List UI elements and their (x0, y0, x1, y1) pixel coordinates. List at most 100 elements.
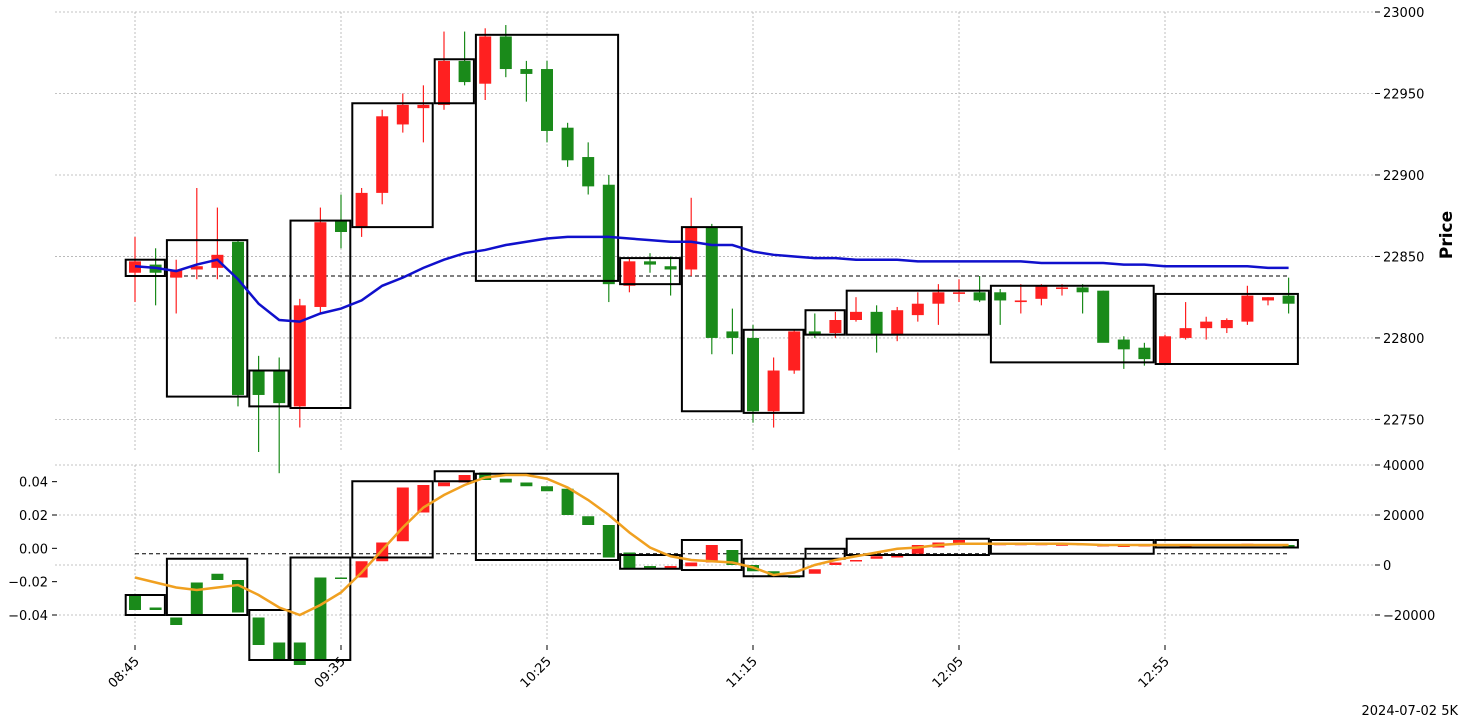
indicator-left-tick-label: 0.00 (19, 542, 48, 557)
indicator-bar (829, 562, 842, 565)
price-panel (124, 25, 1299, 474)
price-range-box (474, 33, 620, 282)
indicator-left-tick-label: 0.04 (19, 476, 48, 491)
candle-body (479, 36, 492, 84)
indicator-range-box (433, 470, 475, 483)
indicator-bar (335, 577, 347, 579)
candle-body (1138, 347, 1151, 360)
indicator-bar (685, 562, 698, 567)
price-tick-label: 22850 (1383, 250, 1424, 265)
candle-body (932, 292, 945, 304)
candle-body (252, 370, 265, 395)
indicator-bar (870, 556, 883, 559)
indicator-bar (623, 552, 636, 569)
candle-body (973, 292, 986, 301)
candle-body (499, 36, 512, 70)
candle-body (850, 311, 862, 320)
candle-body (747, 337, 759, 412)
candle-body (705, 227, 718, 338)
indicator-bar (541, 486, 553, 492)
candle-body (417, 104, 430, 109)
price-range-box (804, 309, 846, 336)
indicator-range-box (680, 539, 743, 571)
candle-body (355, 192, 368, 228)
indicator-moving-average-line (134, 473, 1289, 617)
price-tick-label: 23000 (1383, 6, 1424, 21)
candle-body (1097, 290, 1110, 343)
indicator-left-tick-label: −0.04 (8, 609, 48, 624)
price-range-box (989, 284, 1155, 364)
candle-body (1076, 287, 1089, 293)
indicator-range-box (248, 609, 290, 661)
candle-body (541, 69, 553, 131)
price-axis-label: Price (1437, 211, 1457, 259)
indicator-bar (149, 607, 162, 610)
price-range-box (165, 239, 249, 398)
candle-body (335, 220, 347, 232)
candle-body (623, 261, 636, 286)
candle-body (376, 116, 389, 193)
indicator-bar (129, 595, 141, 610)
indicator-right-tick-label: 20000 (1383, 509, 1424, 524)
x-tick-label: 11:15 (724, 654, 761, 691)
candle-body (1262, 297, 1274, 301)
indicator-bar (211, 573, 224, 580)
candle-body (953, 292, 965, 294)
x-tick-label: 12:05 (930, 654, 967, 691)
candle-body (808, 331, 821, 335)
candle-body (520, 69, 533, 74)
candle-body (602, 184, 615, 285)
indicator-bar (438, 482, 450, 487)
indicator-bar (911, 545, 924, 554)
candle-body (829, 320, 842, 334)
price-tick-label: 22950 (1383, 87, 1424, 102)
indicator-right-tick-label: 0 (1383, 559, 1391, 574)
indicator-bar (314, 577, 327, 660)
indicator-bar (602, 525, 615, 558)
indicator-bar (582, 516, 595, 525)
candle-body (870, 311, 883, 335)
candle-body (994, 292, 1007, 301)
indicator-bar (520, 482, 533, 487)
candle-body (1159, 336, 1171, 364)
indicator-bar (891, 555, 904, 558)
candle-body (582, 157, 595, 187)
indicator-bar (293, 642, 306, 665)
indicator-bar (396, 487, 409, 542)
x-tick-label: 10:25 (518, 654, 555, 691)
indicator-bar (355, 561, 368, 578)
candle-body (1282, 295, 1295, 304)
indicator-range-box (474, 472, 620, 561)
indicator-range-box (989, 539, 1155, 555)
candle-body (911, 303, 924, 316)
price-range-box (248, 369, 290, 408)
indicator-bar (499, 478, 512, 483)
indicator-range-box (165, 557, 249, 616)
candle-body (1056, 287, 1068, 290)
indicator-bar (190, 582, 203, 615)
indicator-gridlines (55, 464, 1375, 640)
price-range-box (742, 328, 805, 414)
indicator-range-box (845, 537, 990, 556)
indicator-bar (705, 545, 718, 563)
price-range-box (433, 58, 475, 105)
candle-body (232, 241, 244, 395)
indicator-left-tick-label: 0.02 (19, 509, 48, 524)
candle-body (170, 269, 183, 278)
candle-body (190, 266, 203, 270)
candle-body (788, 331, 801, 371)
indicator-bar (808, 569, 821, 574)
price-range-box (351, 102, 434, 229)
candle-body (664, 266, 677, 270)
indicator-bar (252, 617, 265, 645)
candle-body (561, 127, 574, 161)
indicator-range-box (804, 547, 846, 560)
price-tick-label: 22900 (1383, 169, 1424, 184)
axes: 22750 22800 22850 22900 22950 23000 −20000 0 200… (8, 6, 1435, 691)
price-moving-average-line (134, 235, 1289, 323)
candle-body (273, 370, 286, 404)
indicator-bar (644, 566, 656, 569)
indicator-bar (561, 488, 574, 515)
price-range-box (289, 219, 352, 409)
